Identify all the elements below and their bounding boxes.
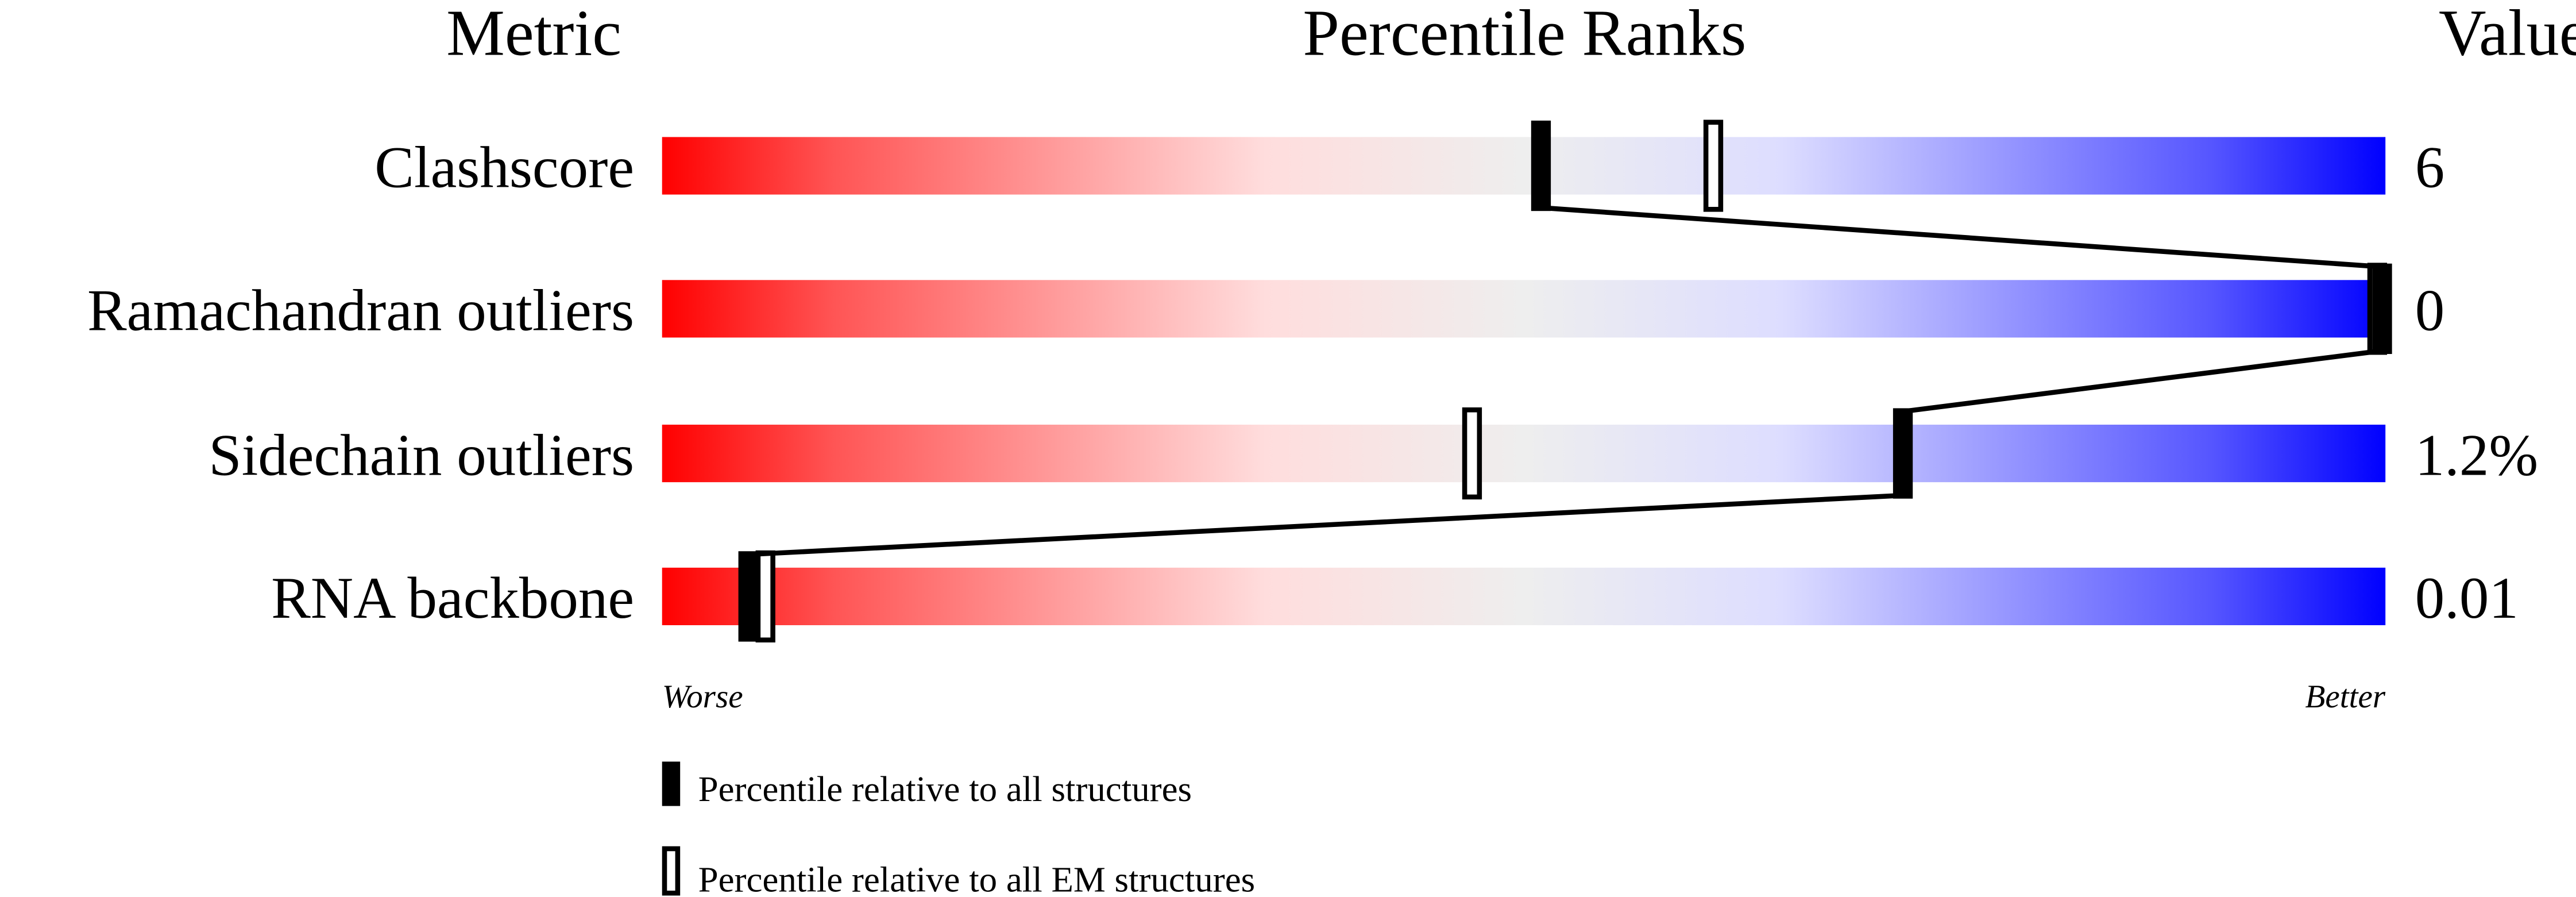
metric-value: 6	[2415, 135, 2444, 201]
header-metric: Metric	[446, 0, 621, 69]
legend-filled-marker	[662, 761, 681, 806]
worse-label: Worse	[662, 679, 743, 715]
metric-value: 0	[2415, 278, 2444, 344]
em-percentile-marker	[1703, 120, 1724, 212]
metric-label: Clashscore	[374, 135, 634, 201]
header-percentile-ranks: Percentile Ranks	[1303, 0, 1746, 69]
legend-hollow-marker	[662, 846, 681, 896]
percentile-connector-line	[748, 205, 2385, 557]
percentile-bar	[662, 280, 2386, 338]
header-value: Value	[2439, 0, 2576, 69]
legend-em-structures: Percentile relative to all EM structures	[698, 859, 1255, 897]
em-percentile-marker	[1462, 407, 1482, 500]
percentile-bar	[662, 137, 2386, 195]
metric-label: Sidechain outliers	[208, 422, 634, 488]
metric-value: 0.01	[2415, 565, 2519, 631]
legend-all-structures: Percentile relative to all structures	[698, 769, 1192, 809]
em-percentile-marker	[755, 550, 775, 643]
metric-label: RNA backbone	[271, 565, 634, 631]
all-percentile-marker	[1531, 120, 1551, 211]
better-label: Better	[2305, 679, 2385, 715]
percentile-bar	[662, 425, 2386, 483]
metric-label: Ramachandran outliers	[87, 278, 634, 344]
metric-value: 1.2%	[2415, 422, 2539, 488]
percentile-bar	[662, 567, 2386, 625]
all-percentile-marker	[738, 551, 758, 642]
